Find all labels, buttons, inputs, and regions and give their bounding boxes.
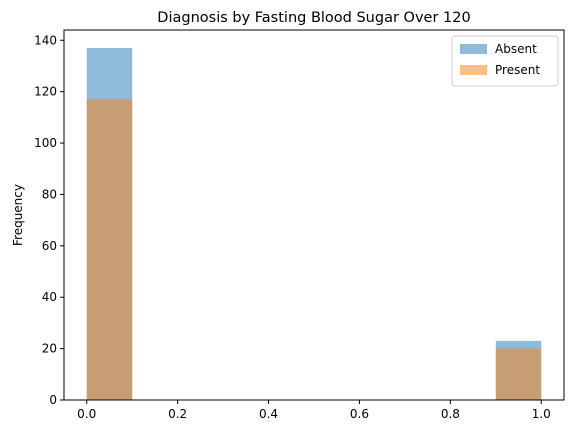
chart-title: Diagnosis by Fasting Blood Sugar Over 12… <box>157 10 470 26</box>
x-tick-label: 0.2 <box>168 407 187 421</box>
y-tick-label: 120 <box>34 85 57 99</box>
y-tick-label: 100 <box>34 136 57 150</box>
y-axis-label: Frequency <box>11 184 25 246</box>
y-tick-label: 140 <box>34 33 57 47</box>
x-axis: 0.0 0.2 0.4 0.6 0.8 1.0 <box>77 400 551 421</box>
legend-swatch-absent <box>460 44 487 54</box>
y-axis: 0 20 40 60 80 100 120 140 <box>34 33 64 407</box>
x-tick-label: 0.6 <box>350 407 369 421</box>
x-tick-label: 0.8 <box>441 407 460 421</box>
bars-layer <box>86 47 542 400</box>
y-tick-label: 40 <box>42 290 57 304</box>
y-tick-label: 20 <box>42 342 57 356</box>
plot-frame <box>63 29 565 401</box>
x-tick-label: 0.4 <box>259 407 278 421</box>
legend-label-absent: Absent <box>495 42 537 56</box>
y-tick-label: 60 <box>42 239 57 253</box>
x-tick-label: 0.0 <box>77 407 96 421</box>
bar-present-bin-0 <box>86 99 133 400</box>
bar-present-bin-9 <box>495 348 542 400</box>
legend: Absent Present <box>451 35 559 87</box>
legend-label-present: Present <box>495 63 540 77</box>
y-tick-label: 80 <box>42 187 57 201</box>
x-tick-label: 1.0 <box>532 407 551 421</box>
y-tick-label: 0 <box>49 393 57 407</box>
legend-swatch-present <box>460 65 487 75</box>
